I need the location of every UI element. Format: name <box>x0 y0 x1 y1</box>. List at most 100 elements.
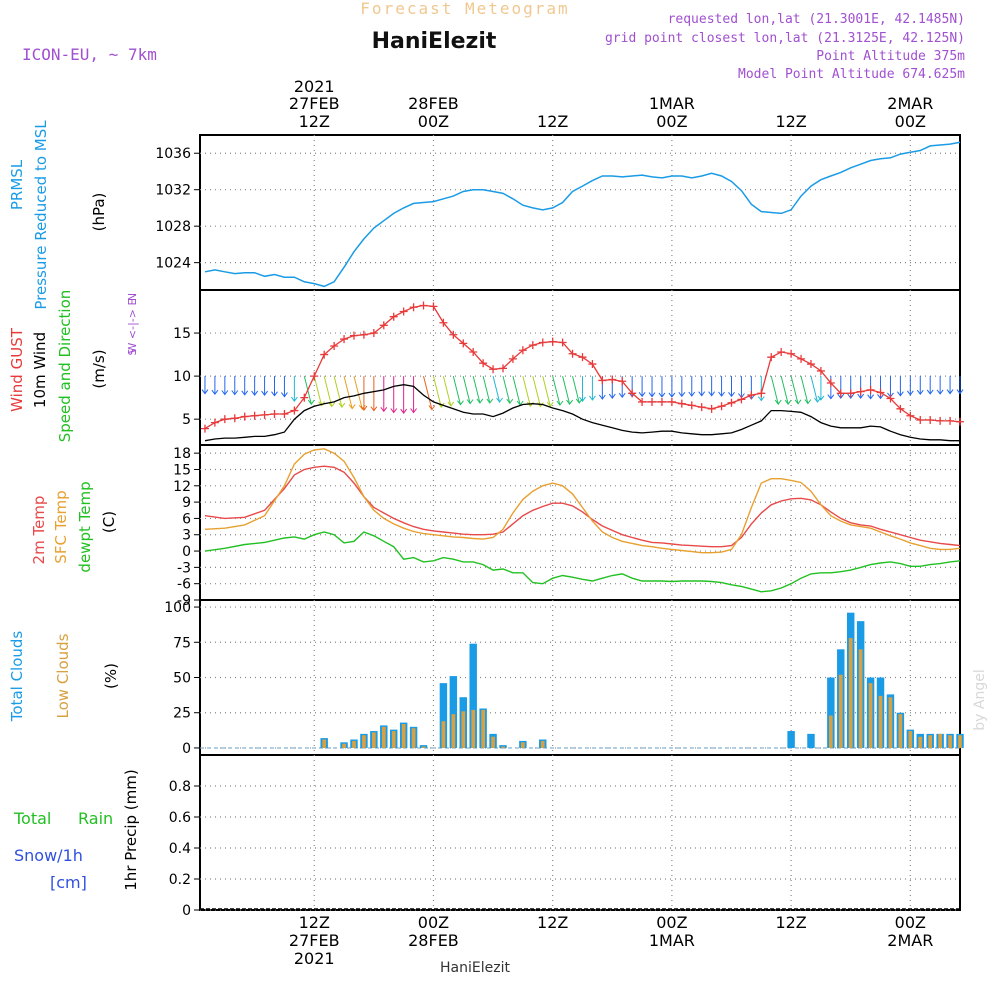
wind-arrow-head <box>338 402 346 408</box>
low-cloud-bar <box>362 735 366 748</box>
wind-direction-arrow <box>810 375 818 403</box>
gust-marker <box>449 330 458 339</box>
gust-marker <box>618 377 627 386</box>
gust-marker <box>777 348 786 356</box>
gust-marker <box>469 348 478 356</box>
panel-frame-precipitation <box>199 754 961 911</box>
low-cloud-bar <box>441 721 446 748</box>
top-hour-label: 00Z <box>418 112 449 131</box>
total-cloud-bar <box>827 677 835 748</box>
y-tick-label-temperature: 18 <box>173 446 191 462</box>
wind-arrow-head <box>718 391 725 397</box>
y-tick-label-precipitation: 0.4 <box>169 841 191 857</box>
precip-unit-label: 1hr Precip (mm) <box>122 769 140 890</box>
wind-arrow-head <box>390 408 398 414</box>
wind-arrow-head <box>794 399 802 405</box>
low-cloud-bar <box>958 735 962 748</box>
y-tick-label-temperature: 12 <box>173 479 191 495</box>
top-hour-label: 00Z <box>895 112 926 131</box>
wind-arrow-head <box>201 389 209 395</box>
gust-marker <box>866 385 875 394</box>
gust-marker <box>876 388 885 397</box>
low-cloud-bar <box>868 683 873 748</box>
sfc-temp-label: SFC Temp <box>52 490 70 563</box>
gust-marker <box>558 338 567 347</box>
y-tick-label-clouds: 75 <box>173 635 191 651</box>
gust-marker <box>518 346 527 355</box>
bottom-hour-label: 12Z <box>537 913 568 932</box>
wind-arrow-head <box>211 389 219 396</box>
wind-direction-arrow <box>343 375 353 409</box>
gust-marker <box>588 360 597 369</box>
gust-marker <box>628 389 637 398</box>
gust-marker <box>230 414 239 423</box>
wind-direction-arrow <box>482 375 491 404</box>
wind-arrow-head <box>241 390 249 396</box>
gust-marker <box>797 354 806 363</box>
top-hour-label: 12Z <box>537 112 568 131</box>
gust-marker <box>439 318 448 327</box>
compass-south: S <box>126 348 139 355</box>
wind-direction-arrow <box>770 375 779 405</box>
wind-arrow-head <box>678 392 686 398</box>
gust-marker <box>737 395 746 404</box>
gust-marker <box>399 307 408 316</box>
gust-marker <box>240 412 249 421</box>
gust-marker <box>528 341 537 350</box>
y-tick-label-temperature: 3 <box>182 528 191 544</box>
panels: 102410281032103651015-9-6-30369121518025… <box>155 77 964 968</box>
wind-arrow-head <box>668 392 676 398</box>
precip-total-label: Total <box>13 809 51 828</box>
gust-marker <box>270 410 279 418</box>
gust-marker <box>816 366 825 375</box>
low-clouds-label: Low Clouds <box>54 633 72 718</box>
wind-arrow-head <box>847 393 855 399</box>
gust-marker <box>846 389 855 398</box>
bottom-hour-label: 12Z <box>299 913 330 932</box>
dewpoint-label: dewpt Temp <box>76 481 94 572</box>
wind-arrow-head <box>906 390 914 396</box>
top-hour-label: 12Z <box>775 112 806 131</box>
compass-north: N <box>126 293 139 301</box>
wind-arrow-head <box>589 395 596 401</box>
gust-marker <box>836 389 845 398</box>
gust-marker <box>290 406 299 415</box>
low-cloud-bar <box>491 736 495 748</box>
bottom-date-label: 2MAR <box>887 931 933 950</box>
wind-arrow-head <box>648 392 656 398</box>
gust-marker <box>578 353 587 362</box>
wind-arrow-head <box>857 393 865 399</box>
gust-marker <box>409 303 418 312</box>
gust-marker <box>707 404 716 413</box>
low-cloud-bar <box>391 731 396 748</box>
total-cloud-bar <box>469 643 477 748</box>
bottom-date-label: 27FEB <box>289 931 340 950</box>
gust-marker <box>936 416 945 425</box>
y-tick-label-temperature: -6 <box>177 577 191 593</box>
gust-marker <box>389 312 398 321</box>
wind-arrow-head <box>348 404 356 410</box>
gust-marker <box>638 397 647 406</box>
wind-direction-arrow <box>492 375 501 403</box>
wind-arrow-head <box>708 391 716 397</box>
wind-arrow-head <box>380 407 388 413</box>
wind-arrow-head <box>728 392 735 398</box>
wind-direction-arrow <box>800 375 809 404</box>
dewpoint-line <box>204 531 961 593</box>
gust-marker <box>280 410 289 418</box>
bottom-hour-label: 12Z <box>775 913 806 932</box>
y-tick-label-pressure: 1032 <box>155 183 191 199</box>
top-hour-label: 00Z <box>656 112 687 131</box>
wind-arrow-head <box>457 400 464 406</box>
wind-arrow-head <box>360 405 368 411</box>
wind-arrow-head <box>281 392 288 398</box>
top-hour-label: 12Z <box>299 112 330 131</box>
gust-line <box>204 304 961 430</box>
gust-marker <box>260 410 269 419</box>
wind-arrow-head <box>328 402 336 408</box>
wind-direction-arrow <box>542 375 551 407</box>
low-cloud-bar <box>451 714 456 748</box>
gust-marker <box>568 349 577 358</box>
low-cloud-bar <box>521 742 525 748</box>
gust-marker <box>747 391 756 400</box>
